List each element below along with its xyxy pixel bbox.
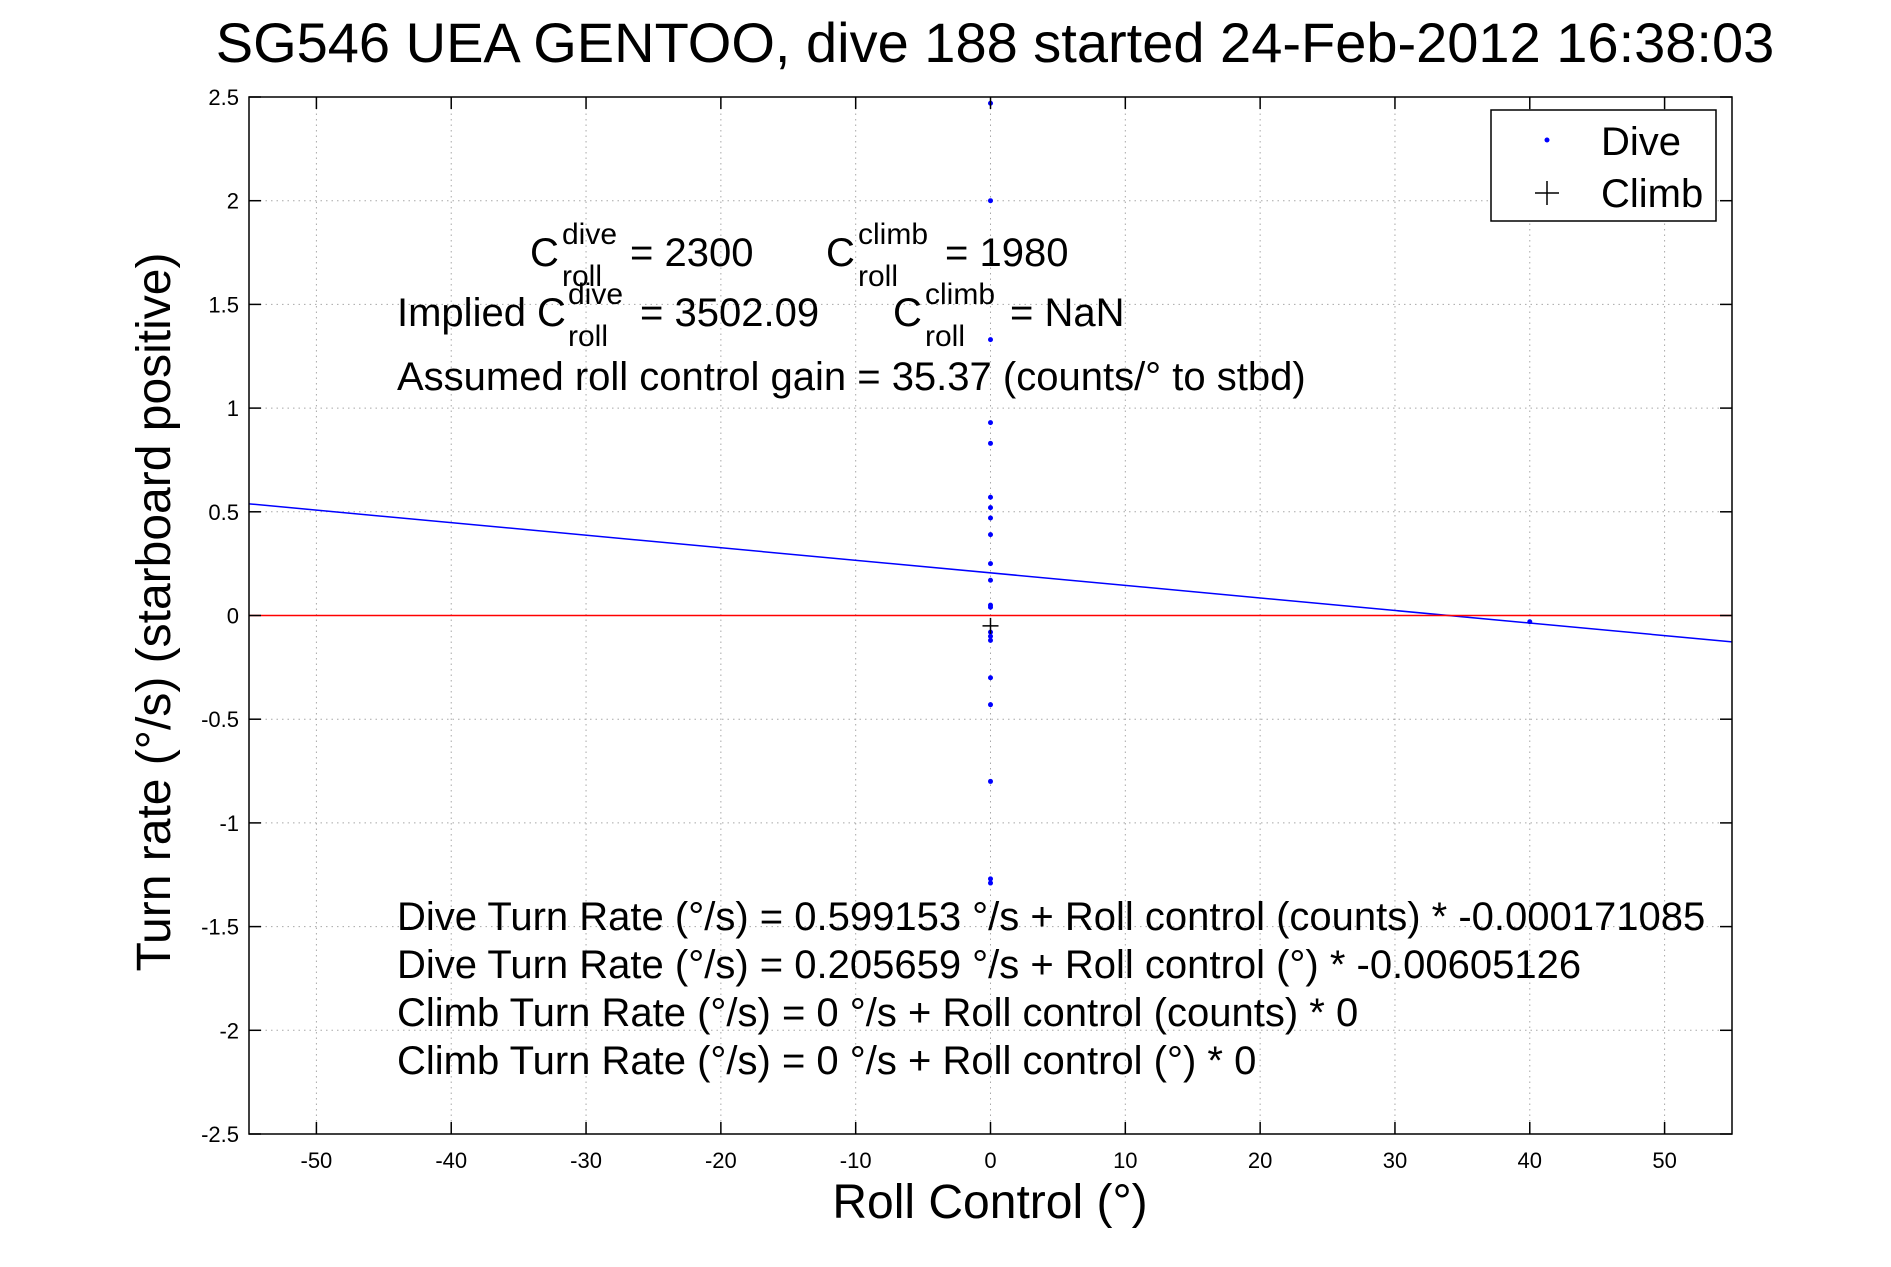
y-tick-label: 1.5 — [208, 292, 239, 317]
y-tick-label: -1 — [219, 811, 239, 836]
dive-point — [1527, 619, 1533, 625]
x-tick-label: 20 — [1248, 1148, 1272, 1173]
dive-point — [988, 637, 993, 643]
dive-point — [988, 876, 993, 882]
dive-point — [988, 702, 993, 708]
implied-c-climb-sup: climb — [925, 278, 995, 311]
dive-point — [988, 633, 993, 639]
x-tick-label: 0 — [984, 1148, 996, 1173]
x-tick-label: -40 — [435, 1148, 467, 1173]
dive-point — [988, 494, 993, 500]
dive-point — [988, 880, 993, 886]
dive-point — [988, 532, 993, 538]
dive-turn-rate-degrees-eq: Dive Turn Rate (°/s) = 0.205659 °/s + Ro… — [397, 943, 1581, 987]
dive-point — [988, 515, 993, 521]
legend-dive-label: Dive — [1601, 120, 1681, 164]
dive-point — [988, 561, 993, 567]
legend-dive-marker — [1544, 137, 1550, 143]
dive-point — [988, 440, 993, 446]
dive-turn-rate-counts-eq: Dive Turn Rate (°/s) = 0.599153 °/s + Ro… — [397, 895, 1705, 939]
implied-c-climb-sub: roll — [925, 320, 965, 353]
c-roll-climb-value: = 1980 — [945, 231, 1068, 275]
implied-c-dive-sub: roll — [568, 320, 608, 353]
implied-c-dive-value: = 3502.09 — [640, 291, 819, 335]
c-roll-dive-letter: C — [530, 231, 559, 275]
x-tick-label: -20 — [705, 1148, 737, 1173]
y-tick-label: 2 — [227, 189, 239, 214]
y-tick-label: 0 — [227, 604, 239, 629]
x-tick-label: -30 — [570, 1148, 602, 1173]
dive-point — [988, 778, 993, 784]
implied-c-dive-prefix: Implied C — [397, 291, 566, 335]
dive-point — [988, 604, 993, 610]
x-tick-label: 40 — [1518, 1148, 1542, 1173]
legend-climb-label: Climb — [1601, 172, 1703, 216]
c-roll-climb-letter: C — [826, 231, 855, 275]
dive-point — [988, 337, 993, 343]
y-tick-label: 2.5 — [208, 85, 239, 110]
dive-point — [988, 198, 993, 204]
annotation-block: C dive roll = 2300 C climb roll = 1980 I… — [397, 218, 1705, 1083]
reference-lines — [248, 503, 1733, 643]
implied-c-climb-letter: C — [893, 291, 922, 335]
c-roll-climb-sup: climb — [858, 218, 928, 251]
y-tick-label: -2 — [219, 1018, 239, 1043]
roll-gain-text: Assumed roll control gain = 35.37 (count… — [397, 355, 1306, 399]
y-axis-label: Turn rate (°/s) (starboard positive) — [128, 253, 181, 972]
dive-fit-line — [248, 503, 1733, 643]
climb-turn-rate-counts-eq: Climb Turn Rate (°/s) = 0 °/s + Roll con… — [397, 991, 1358, 1035]
c-roll-dive-sup: dive — [562, 218, 617, 251]
c-roll-dive-value: = 2300 — [630, 231, 753, 275]
dive-point — [988, 675, 993, 681]
x-tick-label: 50 — [1652, 1148, 1676, 1173]
implied-c-dive-sup: dive — [568, 278, 623, 311]
y-tick-label: -2.5 — [201, 1122, 239, 1147]
y-tick-label: -0.5 — [201, 707, 239, 732]
y-tick-label: 0.5 — [208, 500, 239, 525]
y-tick-label: -1.5 — [201, 915, 239, 940]
x-tick-label: 10 — [1113, 1148, 1137, 1173]
implied-c-climb-value: = NaN — [1010, 291, 1125, 335]
x-tick-label: -50 — [301, 1148, 333, 1173]
x-axis-label: Roll Control (°) — [832, 1176, 1147, 1229]
c-roll-dive-sub: roll — [562, 260, 602, 293]
y-tick-label: 1 — [227, 396, 239, 421]
chart-title: SG546 UEA GENTOO, dive 188 started 24-Fe… — [216, 11, 1775, 74]
dive-point — [988, 420, 993, 426]
x-tick-label: 30 — [1383, 1148, 1407, 1173]
x-tick-label: -10 — [840, 1148, 872, 1173]
dive-point — [988, 577, 993, 583]
legend-box — [1490, 109, 1717, 222]
dive-point — [988, 505, 993, 511]
climb-turn-rate-degrees-eq: Climb Turn Rate (°/s) = 0 °/s + Roll con… — [397, 1039, 1256, 1083]
axis-ticks: -50 -40 -30 -20 -10 0 10 20 30 40 50-2.5-2-1.5-1-0… — [201, 85, 1732, 1173]
c-roll-climb-sub: roll — [858, 260, 898, 293]
legend: Dive Climb — [1490, 109, 1717, 222]
